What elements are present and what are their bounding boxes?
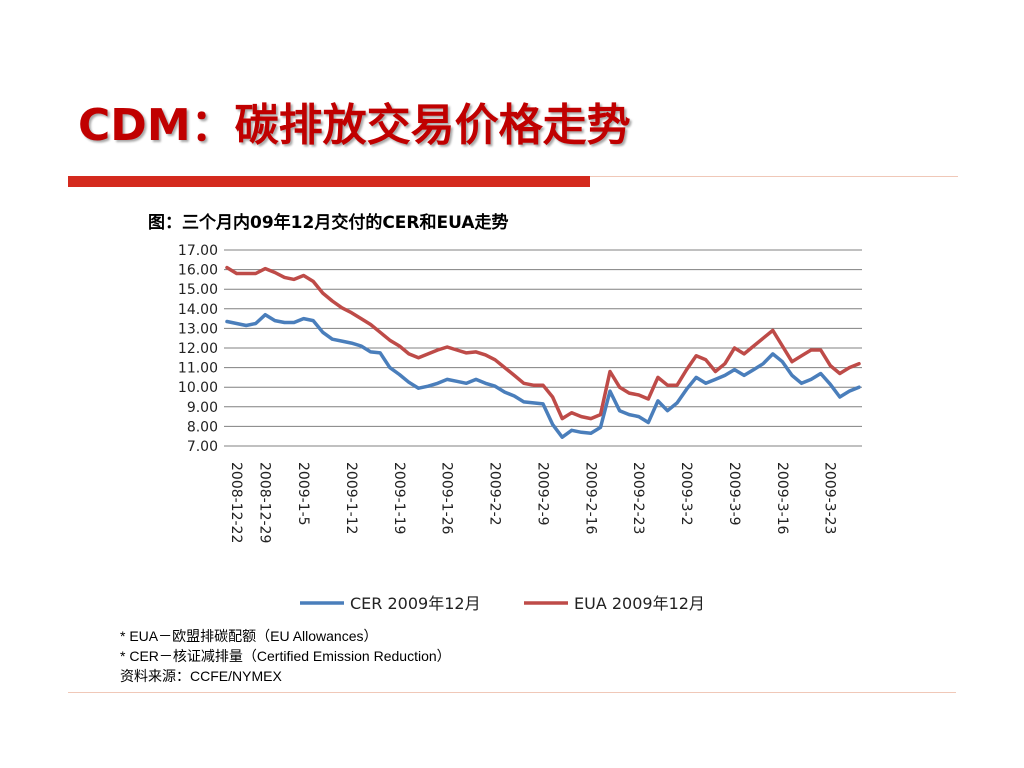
x-tick-label: 2009-2-2 (487, 462, 503, 526)
chart-title: 图：三个月内09年12月交付的CER和EUA走势 (148, 213, 509, 233)
x-tick-label: 2009-3-9 (726, 462, 742, 526)
slide-title: CDM：碳排放交易价格走势 (78, 100, 631, 151)
x-tick-label: 2009-1-26 (439, 462, 455, 535)
y-tick-label: 13.00 (178, 321, 218, 337)
legend-label: CER 2009年12月 (350, 594, 481, 613)
y-tick-label: 12.00 (178, 341, 218, 357)
x-tick-label: 2009-2-9 (534, 462, 550, 526)
y-tick-label: 14.00 (178, 302, 218, 318)
y-tick-label: 15.00 (178, 282, 218, 298)
y-tick-label: 10.00 (178, 380, 218, 396)
x-tick-label: 2008-12-29 (257, 462, 273, 543)
footnote-cer: * CER－核证减排量（Certified Emission Reduction… (120, 648, 451, 664)
y-tick-label: 16.00 (178, 263, 218, 279)
footnote-source: 资料来源：CCFE/NYMEX (120, 668, 282, 684)
x-tick-label: 2009-1-12 (343, 462, 359, 534)
footnotes: * EUA－欧盟排碳配额（EU Allowances） * CER－核证减排量（… (120, 626, 451, 686)
bottom-divider-line (68, 692, 956, 693)
line-chart: 17.00 16.00 15.00 14.00 13.00 12.00 11.00 10.00… (178, 243, 862, 613)
y-tick-label: 8.00 (187, 419, 218, 435)
series-line-cer (225, 312, 861, 439)
y-tick-label: 7.00 (187, 439, 218, 455)
x-tick-label: 2009-2-23 (630, 462, 646, 534)
y-tick-label: 11.00 (178, 361, 218, 377)
x-tick-label: 2009-3-2 (678, 462, 694, 526)
series-line-eua (225, 265, 861, 421)
y-tick-label: 17.00 (178, 243, 218, 259)
title-accent-bar (68, 176, 590, 187)
x-tick-label: 2009-1-5 (295, 462, 311, 526)
x-tick-label: 2008-12-22 (228, 462, 244, 543)
x-tick-label: 2009-3-16 (774, 462, 790, 535)
y-tick-label: 9.00 (187, 400, 218, 416)
x-tick-label: 2009-2-16 (582, 462, 598, 535)
legend-label: EUA 2009年12月 (574, 594, 705, 613)
x-tick-label: 2009-3-23 (822, 462, 838, 534)
title-divider-line (590, 176, 958, 177)
footnote-eua: * EUA－欧盟排碳配额（EU Allowances） (120, 628, 378, 644)
x-tick-label: 2009-1-19 (391, 462, 407, 534)
